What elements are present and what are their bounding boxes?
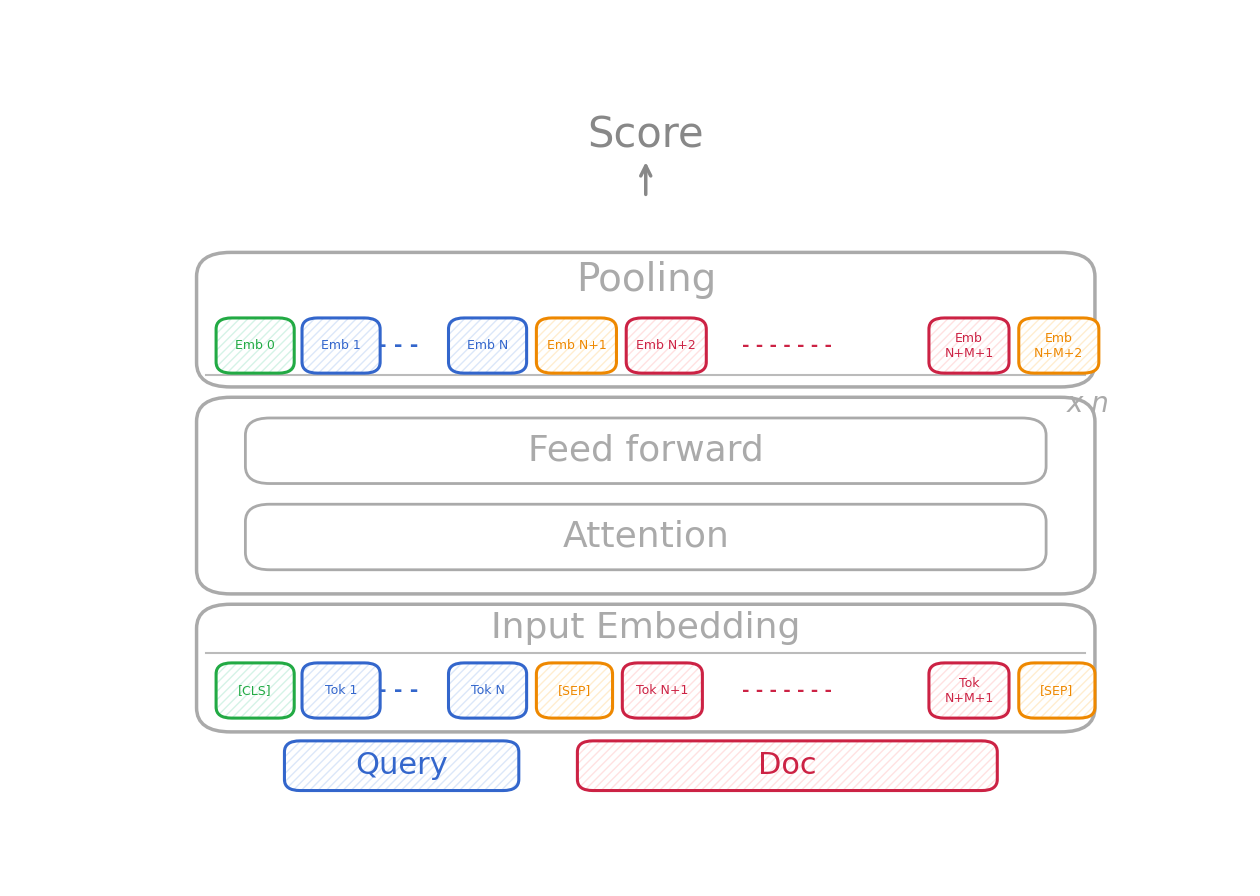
Text: [SEP]: [SEP]	[558, 684, 591, 697]
FancyBboxPatch shape	[1019, 663, 1095, 718]
Text: - - - - - - -: - - - - - - -	[742, 337, 833, 355]
Text: Tok N: Tok N	[471, 684, 504, 697]
FancyBboxPatch shape	[537, 318, 616, 373]
FancyBboxPatch shape	[217, 663, 295, 718]
Text: [CLS]: [CLS]	[238, 684, 272, 697]
FancyBboxPatch shape	[302, 318, 381, 373]
Text: Tok 1: Tok 1	[325, 684, 358, 697]
Text: x n: x n	[1067, 390, 1110, 418]
Text: - - -: - - -	[378, 335, 418, 356]
FancyBboxPatch shape	[302, 663, 381, 718]
Text: [SEP]: [SEP]	[1041, 684, 1074, 697]
Text: Emb N+1: Emb N+1	[547, 339, 606, 352]
FancyBboxPatch shape	[285, 741, 519, 790]
Text: Attention: Attention	[562, 520, 730, 554]
Text: - - - - - - -: - - - - - - -	[742, 682, 833, 700]
FancyBboxPatch shape	[1019, 318, 1099, 373]
Text: Query: Query	[355, 751, 449, 780]
FancyBboxPatch shape	[577, 741, 998, 790]
FancyBboxPatch shape	[449, 318, 527, 373]
FancyBboxPatch shape	[197, 397, 1095, 594]
FancyBboxPatch shape	[449, 663, 527, 718]
FancyBboxPatch shape	[626, 318, 707, 373]
FancyBboxPatch shape	[217, 318, 295, 373]
Text: Doc: Doc	[759, 751, 816, 780]
Text: Tok
N+M+1: Tok N+M+1	[944, 676, 994, 704]
FancyBboxPatch shape	[197, 253, 1095, 387]
FancyBboxPatch shape	[197, 604, 1095, 732]
Text: Emb
N+M+2: Emb N+M+2	[1034, 332, 1084, 359]
Text: Emb N+2: Emb N+2	[636, 339, 696, 352]
FancyBboxPatch shape	[537, 663, 612, 718]
Text: Tok N+1: Tok N+1	[636, 684, 688, 697]
Text: Input Embedding: Input Embedding	[491, 611, 800, 645]
FancyBboxPatch shape	[246, 418, 1046, 484]
Text: Pooling: Pooling	[576, 261, 716, 299]
Text: Score: Score	[587, 114, 704, 156]
FancyBboxPatch shape	[929, 663, 1009, 718]
Text: Emb 1: Emb 1	[321, 339, 360, 352]
FancyBboxPatch shape	[622, 663, 702, 718]
Text: - - -: - - -	[378, 680, 418, 701]
FancyBboxPatch shape	[246, 504, 1046, 570]
FancyBboxPatch shape	[929, 318, 1009, 373]
Text: Emb 0: Emb 0	[236, 339, 275, 352]
Text: Emb N: Emb N	[467, 339, 508, 352]
Text: Feed forward: Feed forward	[528, 434, 764, 468]
Text: Emb
N+M+1: Emb N+M+1	[944, 332, 994, 359]
